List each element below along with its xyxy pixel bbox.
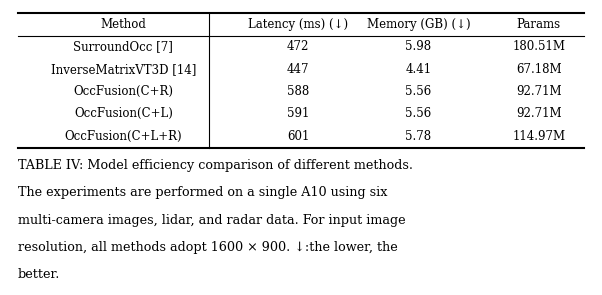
Text: resolution, all methods adopt 1600 × 900. ↓:the lower, the: resolution, all methods adopt 1600 × 900…	[18, 241, 398, 254]
Text: 591: 591	[287, 107, 309, 120]
Text: 5.56: 5.56	[405, 107, 432, 120]
Text: OccFusion(C+R): OccFusion(C+R)	[73, 85, 173, 98]
Text: OccFusion(C+L+R): OccFusion(C+L+R)	[64, 130, 182, 143]
Text: 5.98: 5.98	[405, 40, 432, 53]
Text: better.: better.	[18, 268, 60, 281]
Text: Memory (GB) (↓): Memory (GB) (↓)	[367, 18, 470, 31]
Text: 472: 472	[287, 40, 309, 53]
Text: 92.71M: 92.71M	[516, 85, 562, 98]
Text: 5.56: 5.56	[405, 85, 432, 98]
Text: 92.71M: 92.71M	[516, 107, 562, 120]
Text: 114.97M: 114.97M	[512, 130, 565, 143]
Text: 67.18M: 67.18M	[516, 63, 562, 76]
Text: SurroundOcc [7]: SurroundOcc [7]	[73, 40, 173, 53]
Text: OccFusion(C+L): OccFusion(C+L)	[74, 107, 173, 120]
Text: 180.51M: 180.51M	[512, 40, 565, 53]
Text: TABLE IV: Model efficiency comparison of different methods.: TABLE IV: Model efficiency comparison of…	[18, 159, 413, 172]
Text: Method: Method	[101, 18, 146, 31]
Text: Params: Params	[517, 18, 561, 31]
Text: 5.78: 5.78	[405, 130, 432, 143]
Text: The experiments are performed on a single A10 using six: The experiments are performed on a singl…	[18, 186, 388, 199]
Text: 4.41: 4.41	[405, 63, 432, 76]
Text: Latency (ms) (↓): Latency (ms) (↓)	[248, 18, 348, 31]
Text: 601: 601	[287, 130, 309, 143]
Text: 447: 447	[287, 63, 309, 76]
Text: InverseMatrixVT3D [14]: InverseMatrixVT3D [14]	[51, 63, 196, 76]
Text: multi-camera images, lidar, and radar data. For input image: multi-camera images, lidar, and radar da…	[18, 214, 406, 227]
Text: 588: 588	[287, 85, 309, 98]
